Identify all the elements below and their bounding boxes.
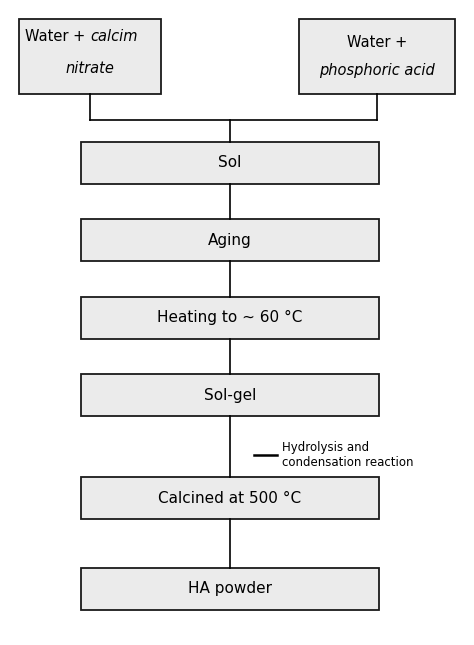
Text: HA powder: HA powder [188, 581, 272, 596]
Text: Water +: Water + [25, 29, 90, 44]
FancyBboxPatch shape [81, 568, 379, 610]
FancyBboxPatch shape [299, 19, 455, 94]
FancyBboxPatch shape [81, 374, 379, 416]
Text: Sol: Sol [218, 155, 242, 170]
Text: Aging: Aging [208, 233, 252, 248]
FancyBboxPatch shape [81, 219, 379, 261]
Text: calcim: calcim [90, 29, 137, 44]
Text: Heating to ~ 60 °C: Heating to ~ 60 °C [157, 310, 302, 325]
Text: Hydrolysis and
condensation reaction: Hydrolysis and condensation reaction [282, 441, 413, 469]
FancyBboxPatch shape [81, 297, 379, 339]
Text: Calcined at 500 °C: Calcined at 500 °C [158, 491, 301, 506]
FancyBboxPatch shape [19, 19, 161, 94]
Text: phosphoric acid: phosphoric acid [319, 63, 435, 78]
Text: Water +: Water + [346, 35, 407, 50]
FancyBboxPatch shape [81, 477, 379, 519]
Text: Sol-gel: Sol-gel [204, 388, 256, 402]
FancyBboxPatch shape [81, 142, 379, 184]
Text: nitrate: nitrate [65, 61, 115, 76]
